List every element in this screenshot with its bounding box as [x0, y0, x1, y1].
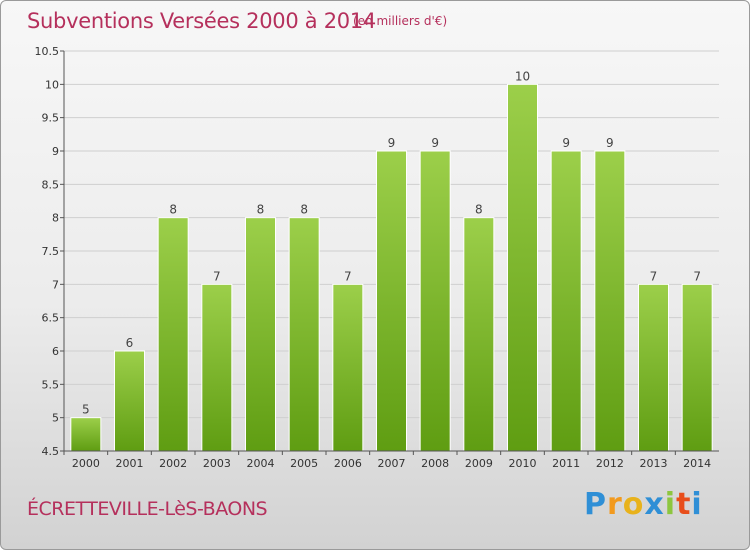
- y-tick-label: 10: [45, 78, 59, 91]
- data-label: 8: [475, 203, 483, 217]
- logo-letter: t: [676, 487, 692, 522]
- bar-2010: [507, 83, 538, 452]
- x-tick-label: 2010: [509, 457, 537, 470]
- bar-2012: [594, 150, 626, 452]
- bars: [70, 83, 713, 452]
- logo-letter: x: [644, 487, 665, 522]
- x-tick-label: 2013: [640, 457, 668, 470]
- logo-letter: o: [622, 487, 645, 522]
- bar-2003: [201, 283, 233, 452]
- y-tick-label: 5: [52, 412, 59, 425]
- y-tick-label: 7.5: [42, 245, 60, 258]
- y-tick-label: 10.5: [35, 45, 60, 58]
- logo-letter: i: [664, 487, 677, 522]
- bar-2013: [638, 283, 669, 452]
- bar-2000: [70, 417, 102, 452]
- x-tick-label: 2005: [290, 457, 318, 470]
- y-tick-label: 8.5: [42, 178, 60, 191]
- data-label: 9: [562, 136, 570, 150]
- x-tick-label: 2007: [378, 457, 406, 470]
- bar-2014: [681, 283, 713, 452]
- x-tick-label: 2002: [159, 457, 187, 470]
- data-label: 9: [606, 136, 614, 150]
- y-tick-labels: 4.5 5 5.5 6 6.5 7 7.5 8 8.5 9 9.5 10 10.5: [35, 45, 60, 458]
- y-tick-label: 8: [52, 212, 59, 225]
- logo-letter: r: [607, 487, 623, 522]
- y-tick-label: 4.5: [42, 445, 60, 458]
- data-label: 8: [169, 203, 177, 217]
- bar-2005: [288, 217, 320, 452]
- data-label: 6: [126, 336, 134, 350]
- x-tick-label: 2014: [683, 457, 711, 470]
- data-labels: 5 6 8 7 8 8 7 9 9 8 10 9 9 7 7: [82, 69, 701, 416]
- bar-2008: [419, 150, 451, 452]
- x-tick-labels: 2000 2001 2002 2003 2004 2005 2006 2007 2008 2009…: [63, 451, 711, 470]
- y-tick-label: 5.5: [42, 378, 60, 391]
- x-tick-label: 2009: [465, 457, 493, 470]
- axes: [63, 51, 719, 452]
- bar-2011: [550, 150, 582, 452]
- data-label: 7: [344, 269, 352, 283]
- data-label: 8: [257, 203, 265, 217]
- x-tick-label: 2003: [203, 457, 231, 470]
- logo-letter: i: [691, 487, 703, 522]
- data-label: 7: [213, 269, 221, 283]
- y-tick-label: 9: [52, 145, 59, 158]
- x-tick-label: 2008: [421, 457, 449, 470]
- data-label: 10: [515, 69, 530, 83]
- y-tick-label: 6.5: [42, 312, 60, 325]
- bar-2002: [157, 217, 189, 452]
- bar-2007: [376, 150, 407, 452]
- data-label: 7: [693, 269, 701, 283]
- commune-name: ÉCRETTEVILLE-LèS-BAONS: [27, 498, 268, 520]
- logo-letter: P: [584, 487, 607, 522]
- data-label: 9: [388, 136, 396, 150]
- bar-2006: [332, 283, 364, 452]
- data-label: 8: [300, 203, 308, 217]
- x-tick-label: 2006: [334, 457, 362, 470]
- y-tick-label: 6: [52, 345, 59, 358]
- bar-2001: [114, 350, 145, 452]
- y-tick-label: 7: [52, 278, 59, 291]
- x-tick-label: 2000: [72, 457, 100, 470]
- chart-title: Subventions Versées 2000 à 2014: [27, 9, 376, 33]
- data-label: 9: [431, 136, 439, 150]
- chart-subtitle: (en milliers d'€): [353, 14, 448, 28]
- x-tick-label: 2011: [552, 457, 580, 470]
- bar-2009: [463, 217, 495, 452]
- bar-2004: [245, 217, 276, 452]
- proxiti-logo[interactable]: Proxiti: [584, 487, 703, 522]
- x-tick-label: 2004: [247, 457, 275, 470]
- x-tick-label: 2012: [596, 457, 624, 470]
- data-label: 5: [82, 403, 90, 417]
- data-label: 7: [650, 269, 658, 283]
- y-tick-label: 9.5: [42, 112, 60, 125]
- x-tick-label: 2001: [116, 457, 144, 470]
